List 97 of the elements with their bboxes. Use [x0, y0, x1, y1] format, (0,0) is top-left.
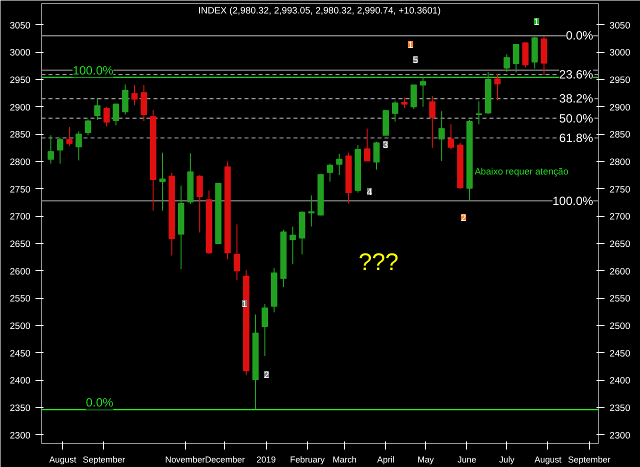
candlestick: [504, 54, 510, 72]
annotation: 1: [242, 299, 248, 309]
x-tick-label: December: [204, 454, 246, 464]
candlestick: [429, 95, 436, 148]
annotation: 61.8%: [559, 130, 594, 145]
candlestick: [262, 304, 268, 357]
y-tick-label: 2450: [10, 348, 31, 358]
candlestick: [140, 84, 148, 122]
y-tick-label: 3000: [10, 48, 31, 58]
chart-title: INDEX (2,980.32, 2,993.05, 2,980.32, 2,990.74, +10.3601): [198, 6, 441, 16]
candlestick: [326, 163, 334, 182]
candlestick: [48, 134, 54, 164]
candlestick: [401, 97, 408, 108]
y-tick-label: 2550: [10, 294, 31, 304]
candlestick: [94, 98, 100, 120]
y-tick-label: 2500: [10, 320, 31, 331]
candlestick: [373, 141, 380, 170]
annotation: 38.2%: [559, 92, 594, 106]
candlestick: [438, 110, 445, 162]
candlestick: [364, 128, 370, 162]
y2-tick-label: 2650: [610, 238, 630, 249]
y2-tick-label: 2750: [610, 184, 630, 194]
candlestick: [512, 44, 520, 73]
y2-tick-label: 2900: [610, 102, 630, 112]
candlestick: [103, 106, 110, 127]
y2-tick-label: 2550: [610, 294, 630, 304]
annotation: 1: [408, 40, 414, 50]
annotation: 2: [264, 370, 270, 380]
candlestick: [66, 126, 73, 147]
y2-tick-label: 3050: [610, 20, 630, 30]
x-tick-label: March: [332, 454, 357, 464]
y-tick-label: 2300: [10, 430, 31, 440]
candlestick: [84, 118, 92, 136]
y-tick-label: 2900: [10, 102, 31, 112]
candlestick: [410, 84, 417, 110]
candlestick: [420, 76, 426, 108]
annotation: 0.0%: [86, 396, 114, 410]
y-tick-label: 2800: [10, 156, 31, 167]
candlestick: [336, 153, 342, 176]
candlestick: [234, 224, 240, 281]
annotation: Abaixo requer atenção: [474, 166, 568, 176]
y2-tick-label: 2350: [610, 402, 630, 413]
annotation: 2: [460, 213, 466, 223]
y-tick-label: 2600: [10, 266, 31, 276]
y2-tick-label: 3000: [610, 48, 630, 58]
candlestick: [159, 152, 166, 212]
y2-tick-label: 2850: [610, 130, 630, 140]
y2-tick-label: 2800: [610, 156, 630, 167]
annotation: 23.6%: [559, 68, 594, 82]
candlestick: [112, 103, 120, 126]
x-tick-label: November: [165, 454, 206, 464]
x-tick-label: February: [290, 454, 326, 464]
annotation: 5: [412, 55, 418, 65]
y2-tick-label: 2300: [610, 430, 630, 440]
candlestick: [196, 174, 203, 234]
y-tick-label: 2750: [10, 184, 31, 194]
candlestick: [131, 84, 138, 106]
annotation: 100.0%: [72, 63, 114, 78]
x-tick-label: August: [49, 454, 77, 464]
x-tick-label: April: [377, 454, 395, 464]
x-tick-label: July: [499, 454, 516, 464]
candlestick: [76, 130, 82, 161]
y2-tick-label: 2450: [610, 348, 630, 358]
y-tick-label: 2950: [10, 74, 31, 85]
candlestick: [122, 84, 128, 115]
x-tick-label: June: [458, 454, 476, 464]
y-tick-label: 2700: [10, 212, 31, 222]
y2-tick-label: 2700: [610, 212, 630, 222]
y2-tick-label: 2950: [610, 74, 630, 85]
annotation: 4: [366, 187, 372, 197]
y-tick-label: 2650: [10, 238, 31, 249]
candlestick: [522, 42, 529, 68]
x-tick-label: May: [418, 454, 435, 464]
y2-tick-label: 2400: [610, 376, 630, 386]
x-tick-label: 2019: [256, 454, 276, 464]
candlestick: [56, 137, 64, 164]
y2-tick-label: 2500: [610, 320, 630, 331]
annotation: 3: [382, 140, 388, 150]
x-tick-label: August: [534, 454, 562, 464]
x-tick-label: September: [82, 454, 126, 464]
annotation: 100.0%: [552, 194, 594, 208]
y2-tick-label: 2600: [610, 266, 630, 276]
x-tick-label: September: [568, 454, 610, 464]
annotation: ???: [358, 249, 399, 276]
candlestick: [476, 100, 482, 125]
y-tick-label: 3050: [10, 20, 31, 30]
candlestick: [290, 226, 296, 265]
candlestick: [494, 74, 501, 101]
candlestick: [308, 194, 315, 228]
candlestick: [448, 124, 454, 150]
y-tick-label: 2400: [10, 376, 31, 386]
y-tick-label: 2350: [10, 402, 31, 413]
annotation: 0.0%: [566, 28, 594, 43]
annotation: 1: [534, 17, 540, 27]
y-tick-label: 2850: [10, 130, 31, 140]
annotation: 50.0%: [559, 111, 594, 126]
candlestick: [392, 100, 398, 122]
